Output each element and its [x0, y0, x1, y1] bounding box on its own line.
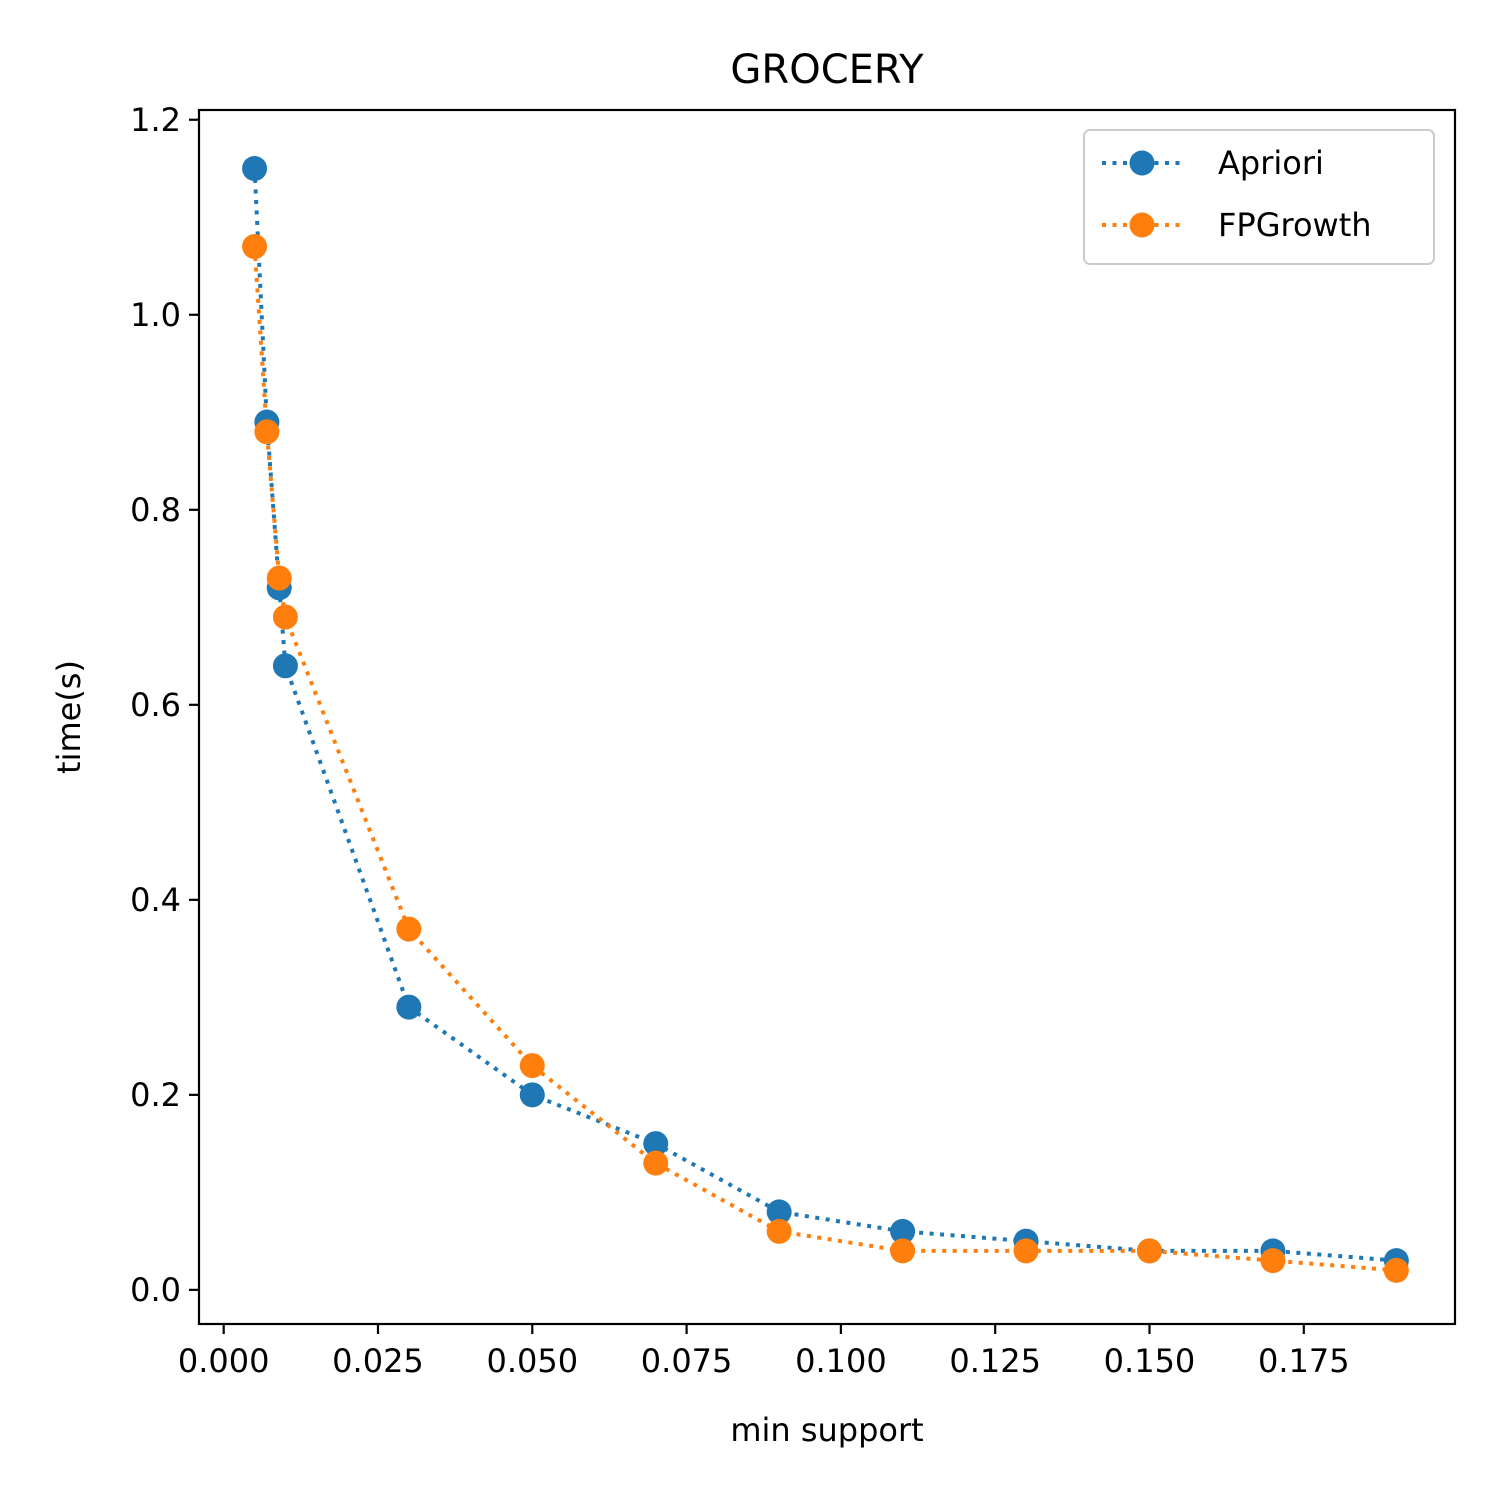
x-axis-label: min support [730, 1411, 923, 1449]
data-point-fpgrowth [1260, 1248, 1286, 1274]
data-point-fpgrowth [890, 1238, 916, 1264]
data-point-fpgrowth [272, 604, 298, 630]
data-point-fpgrowth [1013, 1238, 1039, 1264]
chart-title: GROCERY [730, 47, 924, 93]
data-point-fpgrowth [266, 565, 292, 591]
data-point-fpgrowth [1136, 1238, 1162, 1264]
data-point-apriori [890, 1218, 916, 1244]
x-tick-label: 0.050 [486, 1342, 578, 1380]
data-point-apriori [272, 653, 298, 679]
data-point-apriori [766, 1199, 792, 1225]
x-tick-label: 0.175 [1258, 1342, 1350, 1380]
legend-label-fpgrowth: FPGrowth [1218, 206, 1372, 244]
data-point-fpgrowth [242, 234, 268, 260]
y-tick-label: 0.6 [130, 686, 181, 724]
y-tick-label: 0.4 [130, 881, 181, 919]
legend-marker-apriori [1129, 150, 1155, 176]
legend-box [1083, 129, 1435, 265]
series-lines [252, 168, 1397, 1273]
data-point-fpgrowth [766, 1218, 792, 1244]
legend-entries: Apriori FPGrowth [1102, 144, 1372, 244]
x-tick-label: 0.100 [795, 1342, 887, 1380]
series-line-apriori [252, 168, 1397, 1263]
data-point-fpgrowth [254, 419, 280, 445]
legend: Apriori FPGrowth [1083, 129, 1435, 265]
data-point-fpgrowth [519, 1053, 545, 1079]
data-point-fpgrowth [643, 1150, 669, 1176]
x-tick-label: 0.150 [1104, 1342, 1196, 1380]
x-axis-ticks: 0.000 0.025 0.050 0.075 0.100 0.125 0.150 0.175 [178, 1324, 1350, 1380]
series-line-fpgrowth [252, 246, 1397, 1273]
y-tick-label: 1.2 [130, 101, 181, 139]
y-tick-label: 1.0 [130, 296, 181, 334]
x-tick-label: 0.125 [949, 1342, 1041, 1380]
data-point-fpgrowth [1383, 1257, 1409, 1283]
legend-label-apriori: Apriori [1218, 144, 1324, 182]
series-points [242, 156, 1409, 1283]
x-tick-label: 0.025 [332, 1342, 424, 1380]
data-point-apriori [643, 1131, 669, 1157]
y-tick-label: 0.8 [130, 491, 181, 529]
data-point-apriori [396, 994, 422, 1020]
data-point-apriori [519, 1082, 545, 1108]
y-axis-label: time(s) [50, 660, 88, 774]
y-tick-label: 0.0 [130, 1271, 181, 1309]
plot-frame [197, 108, 1457, 1326]
legend-marker-fpgrowth [1129, 212, 1155, 238]
y-axis-ticks: 0.0 0.2 0.4 0.6 0.8 1.0 1.2 [130, 101, 199, 1309]
data-point-apriori [242, 156, 268, 182]
y-tick-label: 0.2 [130, 1076, 181, 1114]
data-point-fpgrowth [396, 916, 422, 942]
x-tick-label: 0.075 [641, 1342, 733, 1380]
x-tick-label: 0.000 [178, 1342, 270, 1380]
